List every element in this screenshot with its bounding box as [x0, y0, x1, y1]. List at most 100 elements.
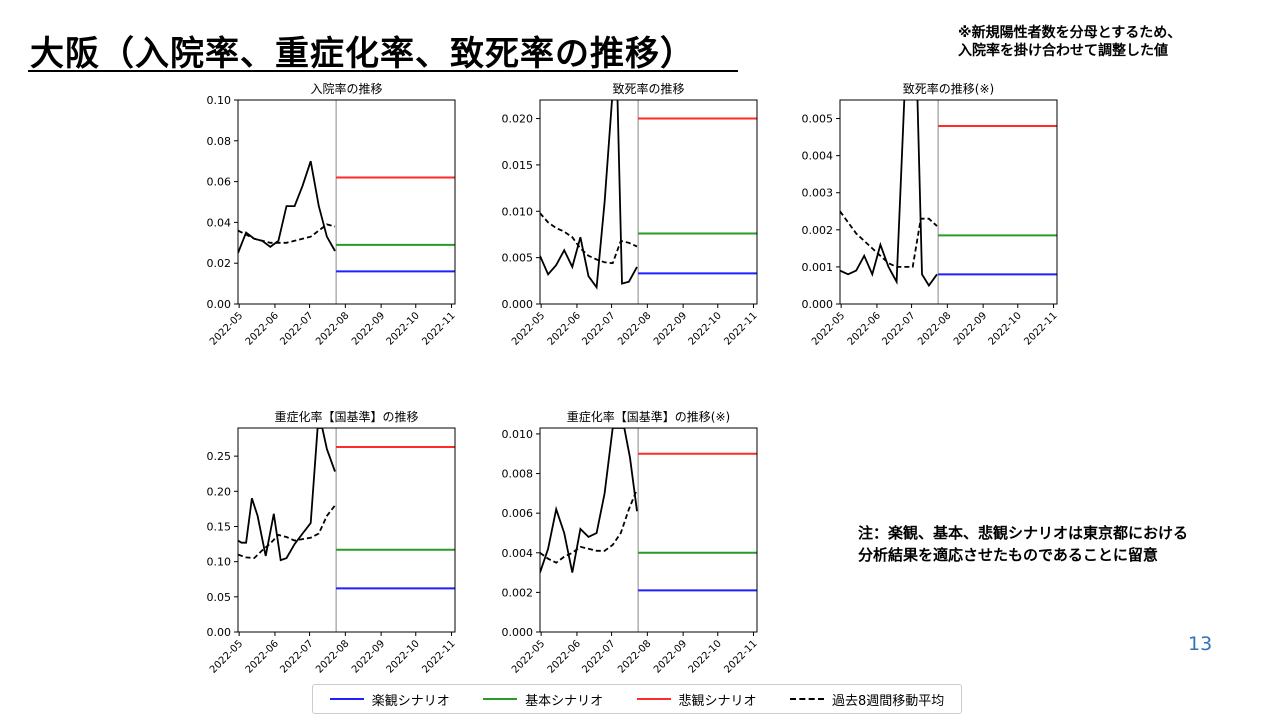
plot-frame [539, 427, 758, 633]
legend-swatch-optimistic [329, 698, 364, 700]
x-tick-label: 2022-05 [208, 310, 245, 347]
x-tick-label: 2022-08 [314, 310, 351, 347]
y-tick-label: 0.001 [802, 261, 834, 274]
adjustment-note-line-1: ※新規陽性者数を分母とするため、 [958, 25, 1182, 41]
actual-line [238, 160, 336, 254]
legend-item-basic: 基本シナリオ [483, 690, 603, 709]
x-tick-label: 2022-11 [722, 310, 759, 347]
x-tick-label: 2022-10 [385, 638, 422, 675]
title-underline [28, 70, 738, 72]
x-tick-label: 2022-09 [952, 310, 989, 347]
page-title: 大阪（入院率、重症化率、致死率の推移） [30, 34, 695, 74]
x-tick-label: 2022-09 [350, 310, 387, 347]
y-tick-label: 0.008 [502, 468, 534, 481]
y-tick-label: 0.02 [207, 257, 232, 270]
y-tick-label: 0.15 [207, 520, 232, 533]
y-tick-label: 0.004 [502, 547, 534, 560]
x-tick-label: 2022-05 [510, 638, 547, 675]
chart-fatality-rate-adjusted: 致死率の推移(※) 0.000 0.001 0.002 0.003 0.004 0.005 2… [802, 81, 1060, 348]
actual-line [238, 428, 336, 562]
x-tick-label: 2022-06 [244, 638, 281, 675]
scenario-note: 注：楽観、基本、悲観シナリオは東京都における 分析結果を適応させたものであること… [858, 522, 1188, 566]
plot-frame [237, 427, 456, 633]
y-tick-label: 0.002 [502, 586, 534, 599]
y-tick-label: 0.005 [802, 113, 834, 126]
x-tick-label: 2022-07 [880, 310, 917, 347]
legend-label-moving-average: 過去8週間移動平均 [831, 693, 945, 709]
page-number: 13 [1188, 633, 1213, 655]
chart-title: 致死率の推移(※) [903, 81, 994, 96]
y-tick-label: 0.10 [207, 94, 232, 107]
x-tick-label: 2022-07 [580, 310, 617, 347]
y-tick-label: 0.005 [502, 252, 534, 265]
plot-frame [839, 99, 1058, 305]
actual-line [540, 100, 638, 290]
y-tick-label: 0.020 [502, 113, 534, 126]
actual-line [540, 428, 638, 573]
x-tick-label: 2022-05 [810, 310, 847, 347]
plot-frame [539, 99, 758, 305]
scenario-note-line-2: 分析結果を適応させたものであることに留意 [858, 546, 1158, 564]
x-tick-label: 2022-09 [652, 638, 689, 675]
x-tick-label: 2022-06 [244, 310, 281, 347]
x-tick-label: 2022-11 [722, 638, 759, 675]
x-tick-label: 2022-07 [278, 638, 315, 675]
y-tick-label: 0.000 [502, 626, 534, 639]
legend: 楽観シナリオ 基本シナリオ 悲観シナリオ 過去8週間移動平均 [312, 684, 962, 714]
legend-swatch-basic [483, 698, 518, 700]
x-tick-label: 2022-10 [687, 310, 724, 347]
legend-item-pessimistic: 悲観シナリオ [636, 690, 757, 709]
y-tick-label: 0.000 [502, 298, 534, 311]
x-tick-label: 2022-06 [546, 310, 583, 347]
legend-item-optimistic: 楽観シナリオ [329, 690, 450, 709]
y-tick-label: 0.003 [802, 187, 834, 200]
x-tick-label: 2022-11 [1022, 310, 1059, 347]
y-tick-label: 0.04 [207, 216, 232, 229]
y-tick-label: 0.010 [502, 205, 534, 218]
y-tick-label: 0.00 [207, 298, 232, 311]
legend-label-basic: 基本シナリオ [525, 693, 604, 709]
adjustment-note: ※新規陽性者数を分母とするため、 入院率を掛け合わせて調整した値 [958, 24, 1181, 60]
plot-area [540, 100, 757, 304]
y-tick-label: 0.002 [802, 224, 834, 237]
y-tick-label: 0.015 [502, 159, 534, 172]
y-tick-label: 0.00 [207, 626, 232, 639]
chart-title: 重症化率【国基準】の推移(※) [567, 409, 730, 424]
adjustment-note-line-2: 入院率を掛け合わせて調整した値 [958, 43, 1168, 59]
x-tick-label: 2022-11 [420, 310, 457, 347]
legend-swatch-pessimistic [636, 698, 671, 700]
x-tick-label: 2022-11 [420, 638, 457, 675]
x-tick-label: 2022-08 [314, 638, 351, 675]
plot-area [840, 100, 1057, 304]
legend-label-optimistic: 楽観シナリオ [371, 693, 450, 709]
y-tick-label: 0.06 [207, 176, 232, 189]
x-tick-label: 2022-08 [616, 310, 653, 347]
x-tick-label: 2022-07 [580, 638, 617, 675]
x-tick-label: 2022-10 [987, 310, 1024, 347]
chart-severity-rate: 重症化率【国基準】の推移 0.00 0.05 0.10 0.15 0.20 0.25 2022… [207, 409, 458, 676]
plot-frame [237, 99, 456, 305]
x-tick-label: 2022-09 [652, 310, 689, 347]
chart-hospitalization-rate: 入院率の推移0.000.020.040.060.080.102022-05202… [207, 81, 458, 348]
moving-average-line [238, 504, 336, 560]
plot-area [540, 428, 757, 632]
y-tick-label: 0.10 [207, 556, 232, 569]
x-tick-label: 2022-07 [278, 310, 315, 347]
x-tick-label: 2022-08 [616, 638, 653, 675]
y-tick-label: 0.006 [502, 507, 534, 520]
x-tick-label: 2022-06 [546, 638, 583, 675]
actual-line [840, 100, 938, 288]
y-tick-label: 0.25 [207, 450, 232, 463]
y-tick-label: 0.000 [802, 298, 834, 311]
x-tick-label: 2022-10 [687, 638, 724, 675]
x-tick-label: 2022-05 [510, 310, 547, 347]
plot-area [238, 100, 455, 304]
moving-average-line [540, 212, 638, 265]
moving-average-line [540, 489, 638, 564]
chart-title: 重症化率【国基準】の推移 [274, 409, 418, 424]
y-tick-label: 0.05 [207, 591, 232, 604]
y-tick-label: 0.20 [207, 485, 232, 498]
legend-label-pessimistic: 悲観シナリオ [678, 693, 757, 709]
y-tick-label: 0.08 [207, 135, 232, 148]
